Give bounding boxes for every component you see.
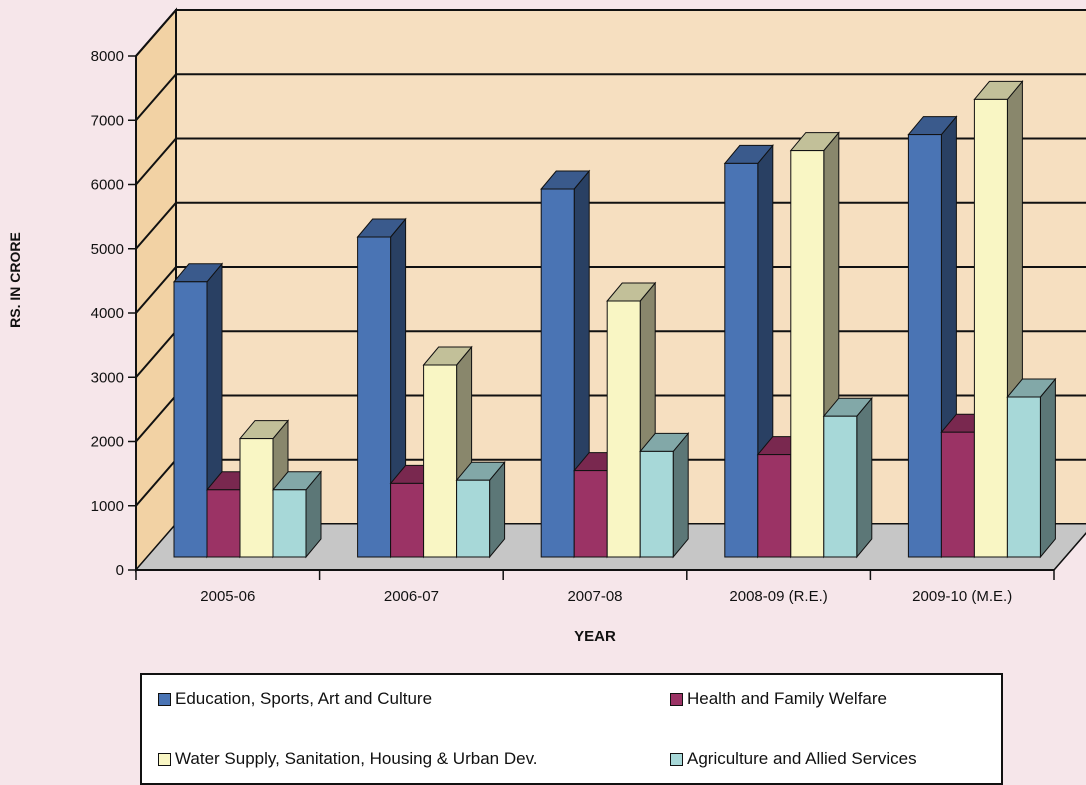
y-tick-label: 0 xyxy=(116,562,124,579)
bar-4-1 xyxy=(940,431,975,558)
y-tick-label: 3000 xyxy=(91,369,124,386)
x-tick-label: 2005-06 xyxy=(200,588,255,605)
bar-side xyxy=(856,396,873,559)
gridline xyxy=(135,9,1086,57)
floor-edge xyxy=(1053,532,1086,571)
x-axis-label: YEAR xyxy=(574,628,616,645)
bar-2-0 xyxy=(540,188,575,558)
y-tick-label: 4000 xyxy=(91,305,124,322)
bar-2-3 xyxy=(639,450,674,558)
legend-swatch xyxy=(158,752,171,766)
y-axis-label: RS. IN CRORE xyxy=(7,232,23,328)
legend-swatch xyxy=(670,692,683,706)
legend-label: Health and Family Welfare xyxy=(687,689,887,708)
bar-side xyxy=(672,432,689,559)
y-tick-label: 6000 xyxy=(91,177,124,194)
bar-3-1 xyxy=(757,454,792,558)
legend-item: Health and Family Welfare xyxy=(670,689,887,709)
bar-0-0 xyxy=(173,281,208,558)
bar-1-2 xyxy=(423,364,458,558)
bar-0-3 xyxy=(272,489,307,558)
y-tick-label: 2000 xyxy=(91,434,124,451)
legend-item: Water Supply, Sanitation, Housing & Urba… xyxy=(158,749,538,769)
bar-0-2 xyxy=(239,438,274,558)
bar-3-3 xyxy=(823,415,858,558)
gridline xyxy=(135,266,1086,314)
bar-1-1 xyxy=(390,482,425,558)
bar-4-3 xyxy=(1006,396,1041,558)
legend-item: Agriculture and Allied Services xyxy=(670,749,917,769)
legend-swatch xyxy=(158,692,171,706)
gridline xyxy=(135,73,1086,121)
legend-item: Education, Sports, Art and Culture xyxy=(158,689,432,709)
bar-2-2 xyxy=(606,300,641,558)
x-tick-label: 2009-10 (M.E.) xyxy=(912,588,1012,605)
bar-4-2 xyxy=(973,98,1008,558)
y-tick-label: 1000 xyxy=(91,498,124,515)
bar-2-1 xyxy=(573,470,608,558)
bar-1-3 xyxy=(456,479,491,558)
y-tick-label: 8000 xyxy=(91,48,124,65)
x-tick-label: 2006-07 xyxy=(384,588,439,605)
legend-swatch xyxy=(670,752,683,766)
gridline xyxy=(135,137,1086,186)
bar-0-1 xyxy=(206,489,241,558)
legend-label: Agriculture and Allied Services xyxy=(687,749,917,768)
legend: Education, Sports, Art and Culture Health… xyxy=(140,673,1003,785)
legend-label: Water Supply, Sanitation, Housing & Urba… xyxy=(175,749,538,768)
x-tick-label: 2008-09 (R.E.) xyxy=(729,588,827,605)
legend-label: Education, Sports, Art and Culture xyxy=(175,689,433,708)
bar-side xyxy=(1039,377,1056,559)
bar-1-0 xyxy=(357,236,392,558)
x-tick-label: 2007-08 xyxy=(567,588,622,605)
gridline xyxy=(135,201,1086,250)
bar-3-2 xyxy=(790,150,825,558)
y-tick-label: 5000 xyxy=(91,241,124,258)
y-tick-label: 7000 xyxy=(91,112,124,129)
bar-3-0 xyxy=(724,162,759,558)
bar-4-0 xyxy=(907,134,942,558)
